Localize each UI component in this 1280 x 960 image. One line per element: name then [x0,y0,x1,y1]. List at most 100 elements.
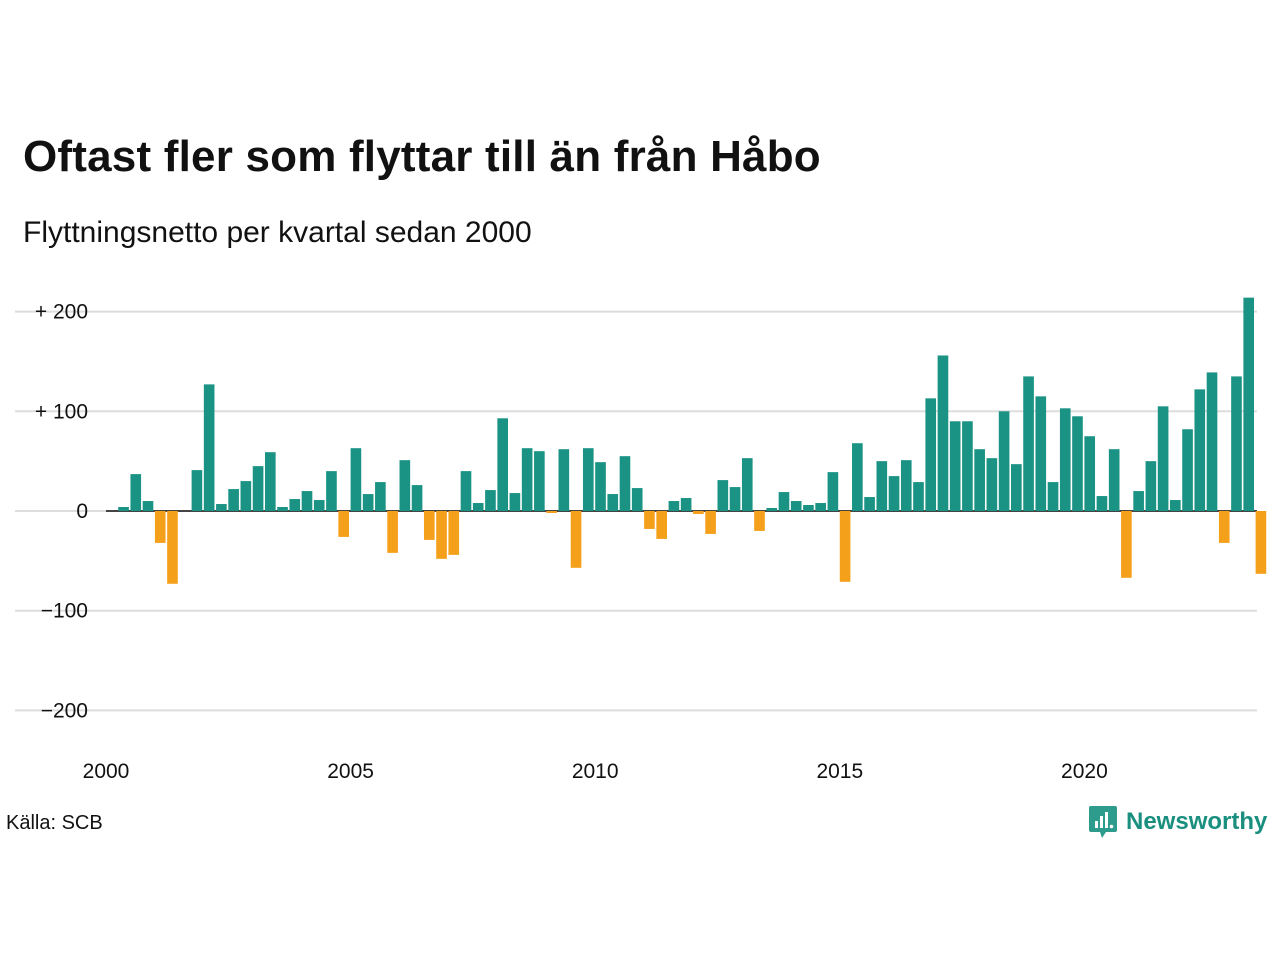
bar [741,458,753,511]
bar [277,507,288,511]
bar [827,472,839,511]
bar [1145,461,1157,511]
bar [313,500,325,511]
x-tick-label: 2005 [327,760,374,783]
bar [876,461,888,511]
bar [130,474,142,511]
bar [191,470,203,511]
bar [497,418,508,511]
bar [717,480,729,511]
bar [913,482,924,511]
y-tick-label: + 200 [35,301,88,324]
x-tick-label: 2020 [1061,760,1108,783]
bar [326,471,337,511]
bar [705,511,716,534]
chart-title: Oftast fler som flyttar till än från Håb… [23,132,821,181]
x-tick-label: 2010 [572,760,619,783]
bar [118,507,129,511]
bar [1182,429,1193,511]
bar [815,503,826,511]
y-tick-label: 0 [76,500,88,523]
bar [1243,297,1255,511]
bar [925,398,937,511]
x-tick-label: 2000 [83,760,130,783]
bar [1035,396,1047,512]
bar [1157,406,1169,511]
bar [631,488,643,511]
axis-labels: + 200 + 100 0 −100 −200 2000 2005 2010 2015 2020 [35,301,1108,783]
bar [570,511,582,568]
bar [1121,511,1132,578]
newsworthy-logo: Newsworthy [1088,804,1267,840]
bar [1194,389,1206,511]
bar [986,458,998,511]
bar [521,448,533,511]
bar [350,448,362,511]
bar [888,476,900,512]
bar [240,481,252,511]
bar [509,493,521,511]
bar [1108,449,1120,511]
bar [142,501,154,511]
bar [766,508,778,511]
bar [949,421,961,511]
bar [472,503,484,511]
bar [998,411,1010,511]
bar [900,460,912,511]
bar [803,505,814,511]
bar [1023,376,1034,511]
y-tick-label: + 100 [35,400,88,423]
bar [216,504,227,511]
bar [436,511,447,559]
bar [680,498,692,511]
bar [375,482,386,511]
bar [1072,416,1083,511]
bar [778,492,790,511]
bar [534,451,545,511]
bar [974,449,985,511]
bar [485,490,496,511]
brand-name: Newsworthy [1126,808,1268,835]
bar [790,501,802,511]
bar [1047,482,1059,511]
bar [338,511,349,537]
bar [962,421,973,511]
bar [595,462,606,511]
bar [252,466,264,511]
bar [203,384,215,511]
bar [619,456,631,512]
bar [1231,376,1242,511]
bar [167,511,178,584]
bar [448,511,460,555]
bar [558,449,570,511]
bar [289,499,301,511]
bar [301,491,313,511]
bar [668,501,680,511]
bar [1170,500,1181,511]
bar [1059,408,1071,511]
bar [1206,372,1218,511]
bar [839,511,851,582]
bar [656,511,667,539]
bar [582,448,594,511]
bars [118,297,1267,584]
bar [228,489,239,511]
newsworthy-logo-icon [1089,806,1117,838]
bar [1084,436,1096,512]
bar [864,497,875,511]
bar [423,511,435,540]
y-tick-label: −200 [41,699,88,722]
bar [1096,496,1108,512]
bar [693,511,704,514]
bar [754,511,765,531]
bar [729,487,741,511]
bar [387,511,398,553]
y-tick-label: −100 [41,600,88,623]
bar-chart: + 200 + 100 0 −100 −200 2000 2005 2010 2015 2020 [15,297,1267,783]
bar [937,355,949,511]
bar [644,511,655,529]
bar [607,494,619,511]
bar [546,511,557,513]
bar [154,511,166,543]
source-note: Källa: SCB [6,812,103,834]
